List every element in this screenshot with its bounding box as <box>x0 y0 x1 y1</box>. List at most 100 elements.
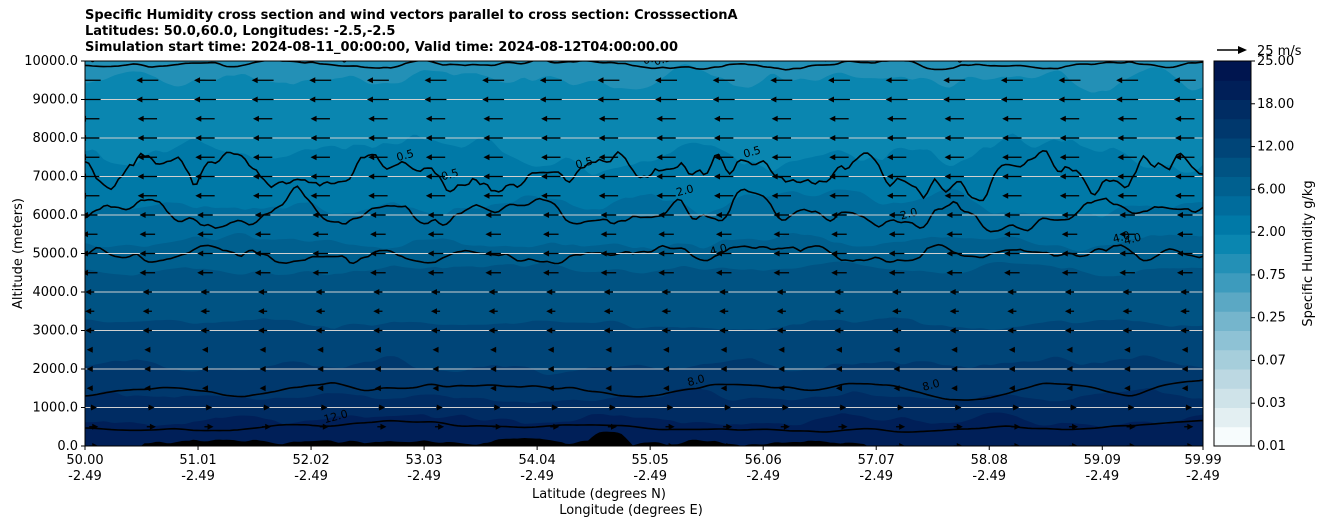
wind-vector-head <box>432 385 439 392</box>
wind-reference-arrowhead <box>1238 46 1247 54</box>
contour-label: 0.2 <box>1122 45 1142 62</box>
wind-vector-head <box>771 154 778 161</box>
wind-vector-arrow <box>1119 212 1135 218</box>
wind-vector-head <box>373 327 380 334</box>
colorbar-level-swatch <box>1214 407 1251 428</box>
wind-vector-head <box>885 77 892 84</box>
wind-vector-arrow <box>1119 250 1135 257</box>
wind-vector-arrow <box>949 327 959 334</box>
wind-vector-head <box>92 423 99 430</box>
wind-vector-head <box>200 289 207 295</box>
wind-vector-arrow <box>319 423 329 430</box>
wind-vector-head <box>951 366 958 372</box>
wind-vector-arrow <box>197 250 213 257</box>
wind-reference-label: 25 m/s <box>1257 44 1302 59</box>
wind-vector-head <box>1122 327 1129 334</box>
wind-vector-arrow <box>310 135 330 141</box>
wind-vector-arrow <box>139 250 156 257</box>
wind-vector-head <box>1175 173 1182 180</box>
wind-vector-arrow <box>720 346 727 353</box>
wind-vector-arrow <box>539 96 562 103</box>
wind-vector-arrow <box>1058 96 1081 103</box>
wind-vector-head <box>715 231 722 238</box>
wind-vector-head <box>322 423 329 430</box>
wind-vector-head <box>944 154 951 161</box>
wind-vector-head <box>541 192 548 199</box>
wind-vector-arrow <box>482 77 505 84</box>
wind-vector-arrow <box>1068 443 1079 446</box>
wind-vector-head <box>144 346 151 353</box>
wind-vector-arrow <box>658 212 674 218</box>
wind-vector-head <box>252 115 259 122</box>
wind-vector-head <box>715 250 722 257</box>
wind-vector-head <box>892 327 899 334</box>
wind-vector-arrow <box>597 96 620 103</box>
wind-vector-arrow <box>829 135 849 141</box>
wind-vector-arrow <box>1066 385 1073 392</box>
wind-vector-head <box>1061 250 1068 257</box>
wind-vector-head <box>714 115 721 122</box>
wind-vector-head <box>546 289 553 295</box>
wind-vector-head <box>490 366 497 372</box>
contour-label: 0.2 <box>473 48 493 65</box>
wind-vector-head <box>888 212 895 218</box>
wind-vector-arrow <box>425 192 446 199</box>
wind-vector-arrow <box>432 366 439 372</box>
wind-vector-arrow <box>773 250 790 257</box>
wind-vector-head <box>427 231 434 238</box>
wind-vector-head <box>776 289 783 295</box>
wind-vector-head <box>309 77 316 84</box>
wind-vector-arrow <box>432 346 439 353</box>
wind-vector-head <box>714 173 721 180</box>
wind-vector-arrow <box>776 327 786 334</box>
wind-vector-arrow <box>946 212 962 218</box>
wind-vector-head <box>258 289 265 295</box>
wind-vector-head <box>885 96 892 103</box>
wind-vector-arrow <box>1011 443 1021 446</box>
wind-vector-arrow <box>142 327 152 334</box>
wind-vector-arrow <box>1008 346 1015 353</box>
wind-vector-arrow <box>661 327 671 334</box>
y-tick-label: 1000.0 <box>33 401 79 416</box>
wind-vector-head <box>1124 385 1131 392</box>
wind-vector-head <box>893 346 900 353</box>
wind-vector-head <box>366 77 373 84</box>
wind-vector-arrow <box>656 173 676 180</box>
wind-vector-arrow <box>541 173 561 180</box>
x-tick-label-lon: -2.49 <box>859 469 893 484</box>
wind-vector-arrow <box>724 404 731 411</box>
wind-vector-arrow <box>490 385 497 392</box>
wind-vector-head <box>201 346 208 353</box>
wind-vector-arrow <box>1007 289 1017 295</box>
wind-vector-arrow <box>715 231 732 238</box>
wind-vector-head <box>955 404 962 411</box>
wind-vector-arrow <box>885 96 908 103</box>
wind-vector-head <box>370 269 377 276</box>
wind-vector-head <box>258 327 265 334</box>
wind-vector-arrow <box>1070 404 1077 411</box>
wind-vector-head <box>1175 115 1182 122</box>
wind-vector-head <box>720 346 727 353</box>
wind-vector-arrow <box>1124 385 1131 392</box>
y-tick-label: 10000.0 <box>24 54 78 69</box>
wind-vector-head <box>1175 135 1182 141</box>
terrain-profile <box>85 431 1203 446</box>
wind-vector-arrow <box>309 77 332 84</box>
wind-vector-head <box>1002 173 1009 180</box>
wind-vector-arrow <box>492 443 502 446</box>
wind-vector-arrow <box>85 269 98 276</box>
wind-vector-head <box>310 192 317 199</box>
wind-vector-arrow <box>1175 154 1195 161</box>
wind-vector-head <box>1124 366 1131 372</box>
wind-vector-arrow <box>885 77 908 84</box>
wind-vector-head <box>485 231 492 238</box>
wind-vector-arrow <box>1181 366 1188 372</box>
colorbar-tick-label: 0.07 <box>1257 353 1286 368</box>
wind-vector-head <box>1000 96 1007 103</box>
wind-vector-head <box>831 212 838 218</box>
wind-vector-arrow <box>86 346 93 353</box>
wind-vector-head <box>714 192 721 199</box>
wind-vector-arrow <box>1185 404 1193 411</box>
wind-vector-head <box>778 346 785 353</box>
wind-vector-arrow <box>658 231 674 238</box>
